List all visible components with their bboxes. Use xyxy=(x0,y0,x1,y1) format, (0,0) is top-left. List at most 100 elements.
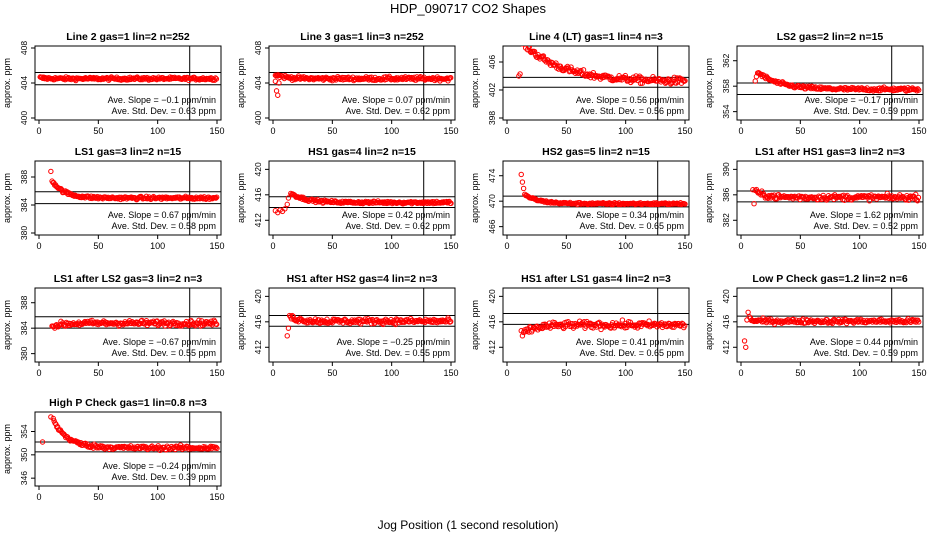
x-tick-label: 150 xyxy=(443,126,458,136)
y-tick-label: 390 xyxy=(721,162,731,176)
slope-annotation: Ave. Slope = 0.07 ppm/min xyxy=(342,95,450,105)
x-tick-label: 50 xyxy=(93,492,103,502)
data-point xyxy=(914,198,921,204)
data-point xyxy=(751,201,757,207)
plot-frame xyxy=(502,160,690,236)
data-point xyxy=(448,74,454,81)
data-point xyxy=(884,190,890,197)
subplot-title: HS1 after HS2 gas=4 lin=2 n=3 xyxy=(287,273,438,285)
data-points xyxy=(272,72,454,98)
data-point xyxy=(741,338,748,344)
data-point xyxy=(606,74,613,80)
y-axis-label: approx. ppm xyxy=(2,58,12,108)
plot-frame xyxy=(736,287,924,363)
slope-annotation: Ave. Slope = 1.62 ppm/min xyxy=(810,210,918,220)
x-tick-label: 0 xyxy=(270,368,275,378)
y-axis-label: approx. ppm xyxy=(470,58,480,108)
data-point xyxy=(560,324,566,330)
data-point xyxy=(568,64,574,70)
x-tick-label: 150 xyxy=(209,368,224,378)
std-dev-annotation: Ave. Std. Dev. = 0.65 ppm xyxy=(580,348,684,358)
x-tick-label: 150 xyxy=(209,126,224,136)
subplot-9: LS1 after LS2 gas=3 lin=2 n=3 approx. ppm… xyxy=(2,273,225,378)
y-tick-label: 404 xyxy=(19,76,29,90)
y-axis-label: approx. ppm xyxy=(236,173,246,223)
y-tick-label: 416 xyxy=(253,314,263,328)
slope-annotation: Ave. Slope = 0.67 ppm/min xyxy=(108,210,216,220)
data-point xyxy=(519,179,526,185)
x-tick-label: 100 xyxy=(150,368,165,378)
y-tick-label: 420 xyxy=(487,289,497,303)
data-points xyxy=(284,312,454,339)
x-tick-label: 100 xyxy=(852,368,867,378)
x-tick-label: 100 xyxy=(618,241,633,251)
data-point xyxy=(282,206,288,212)
y-tick-label: 382 xyxy=(721,213,731,227)
x-tick-label: 0 xyxy=(504,241,509,251)
y-axis-label: approx. ppm xyxy=(2,300,12,350)
x-tick-label: 150 xyxy=(911,126,926,136)
data-point xyxy=(682,201,688,207)
data-point xyxy=(448,200,454,207)
x-axis-label: Jog Position (1 second resolution) xyxy=(377,518,559,532)
x-tick-label: 0 xyxy=(738,368,743,378)
slope-annotation: Ave. Slope = 0.42 ppm/min xyxy=(342,210,450,220)
data-point xyxy=(285,195,292,201)
y-tick-label: 412 xyxy=(253,213,263,227)
subplot-title: LS1 after LS2 gas=3 lin=2 n=3 xyxy=(54,273,203,285)
subplot-title: HS1 after LS1 gas=4 lin=2 n=3 xyxy=(521,273,671,285)
x-tick-label: 0 xyxy=(36,241,41,251)
y-axis-label: approx. ppm xyxy=(704,300,714,350)
data-point xyxy=(635,77,641,84)
data-points xyxy=(741,309,922,350)
data-point xyxy=(371,77,377,83)
data-point xyxy=(915,194,922,201)
std-dev-annotation: Ave. Std. Dev. = 0.59 ppm xyxy=(814,348,918,358)
plot-frame xyxy=(34,160,222,236)
y-tick-label: 380 xyxy=(19,346,29,360)
subplot-6: HS1 gas=4 lin=2 n=15 approx. ppm 412 416 420… xyxy=(236,146,459,251)
x-tick-label: 100 xyxy=(150,492,165,502)
x-tick-label: 50 xyxy=(561,126,571,136)
std-dev-annotation: Ave. Std. Dev. = 0.58 ppm xyxy=(112,221,216,231)
data-point xyxy=(284,201,290,208)
y-axis-label: approx. ppm xyxy=(2,424,12,474)
x-tick-label: 0 xyxy=(36,126,41,136)
slope-annotation: Ave. Slope = −0.1 ppm/min xyxy=(108,95,216,105)
x-tick-label: 50 xyxy=(327,241,337,251)
subplot-title: LS1 after HS1 gas=3 lin=2 n=3 xyxy=(755,146,905,158)
y-tick-label: 358 xyxy=(721,79,731,93)
plot-frame xyxy=(502,45,690,121)
data-point xyxy=(284,333,290,339)
data-point xyxy=(518,171,524,178)
data-point xyxy=(825,85,831,91)
y-axis-label: approx. ppm xyxy=(236,58,246,108)
subplot-3: Line 4 (LT) gas=1 lin=4 n=3 approx. ppm 39… xyxy=(470,31,693,136)
data-points xyxy=(750,186,922,207)
subplot-title: Line 2 gas=1 lin=2 n=252 xyxy=(66,31,190,43)
x-tick-label: 0 xyxy=(738,126,743,136)
y-tick-label: 474 xyxy=(487,168,497,182)
slope-annotation: Ave. Slope = −0.67 ppm/min xyxy=(103,337,216,347)
data-points xyxy=(48,168,220,203)
y-tick-label: 384 xyxy=(19,321,29,335)
x-tick-label: 100 xyxy=(384,368,399,378)
x-tick-label: 50 xyxy=(795,241,805,251)
y-tick-label: 466 xyxy=(487,219,497,233)
data-point xyxy=(520,185,527,192)
x-tick-label: 50 xyxy=(93,241,103,251)
subplot-5: LS1 gas=3 lin=2 n=15 approx. ppm 380 384 388… xyxy=(2,146,225,251)
y-tick-label: 416 xyxy=(721,314,731,328)
std-dev-annotation: Ave. Std. Dev. = 0.55 ppm xyxy=(346,348,450,358)
subplot-title: LS1 gas=3 lin=2 n=15 xyxy=(75,146,182,158)
data-point xyxy=(517,71,523,77)
plot-frame xyxy=(34,287,222,363)
x-tick-label: 150 xyxy=(677,126,692,136)
y-tick-label: 408 xyxy=(19,41,29,55)
y-tick-label: 404 xyxy=(253,76,263,90)
data-point xyxy=(580,67,587,73)
x-tick-label: 150 xyxy=(677,241,692,251)
data-point xyxy=(750,187,756,193)
subplot-11: HS1 after LS1 gas=4 lin=2 n=3 approx. ppm… xyxy=(470,273,693,378)
data-point xyxy=(916,87,922,93)
